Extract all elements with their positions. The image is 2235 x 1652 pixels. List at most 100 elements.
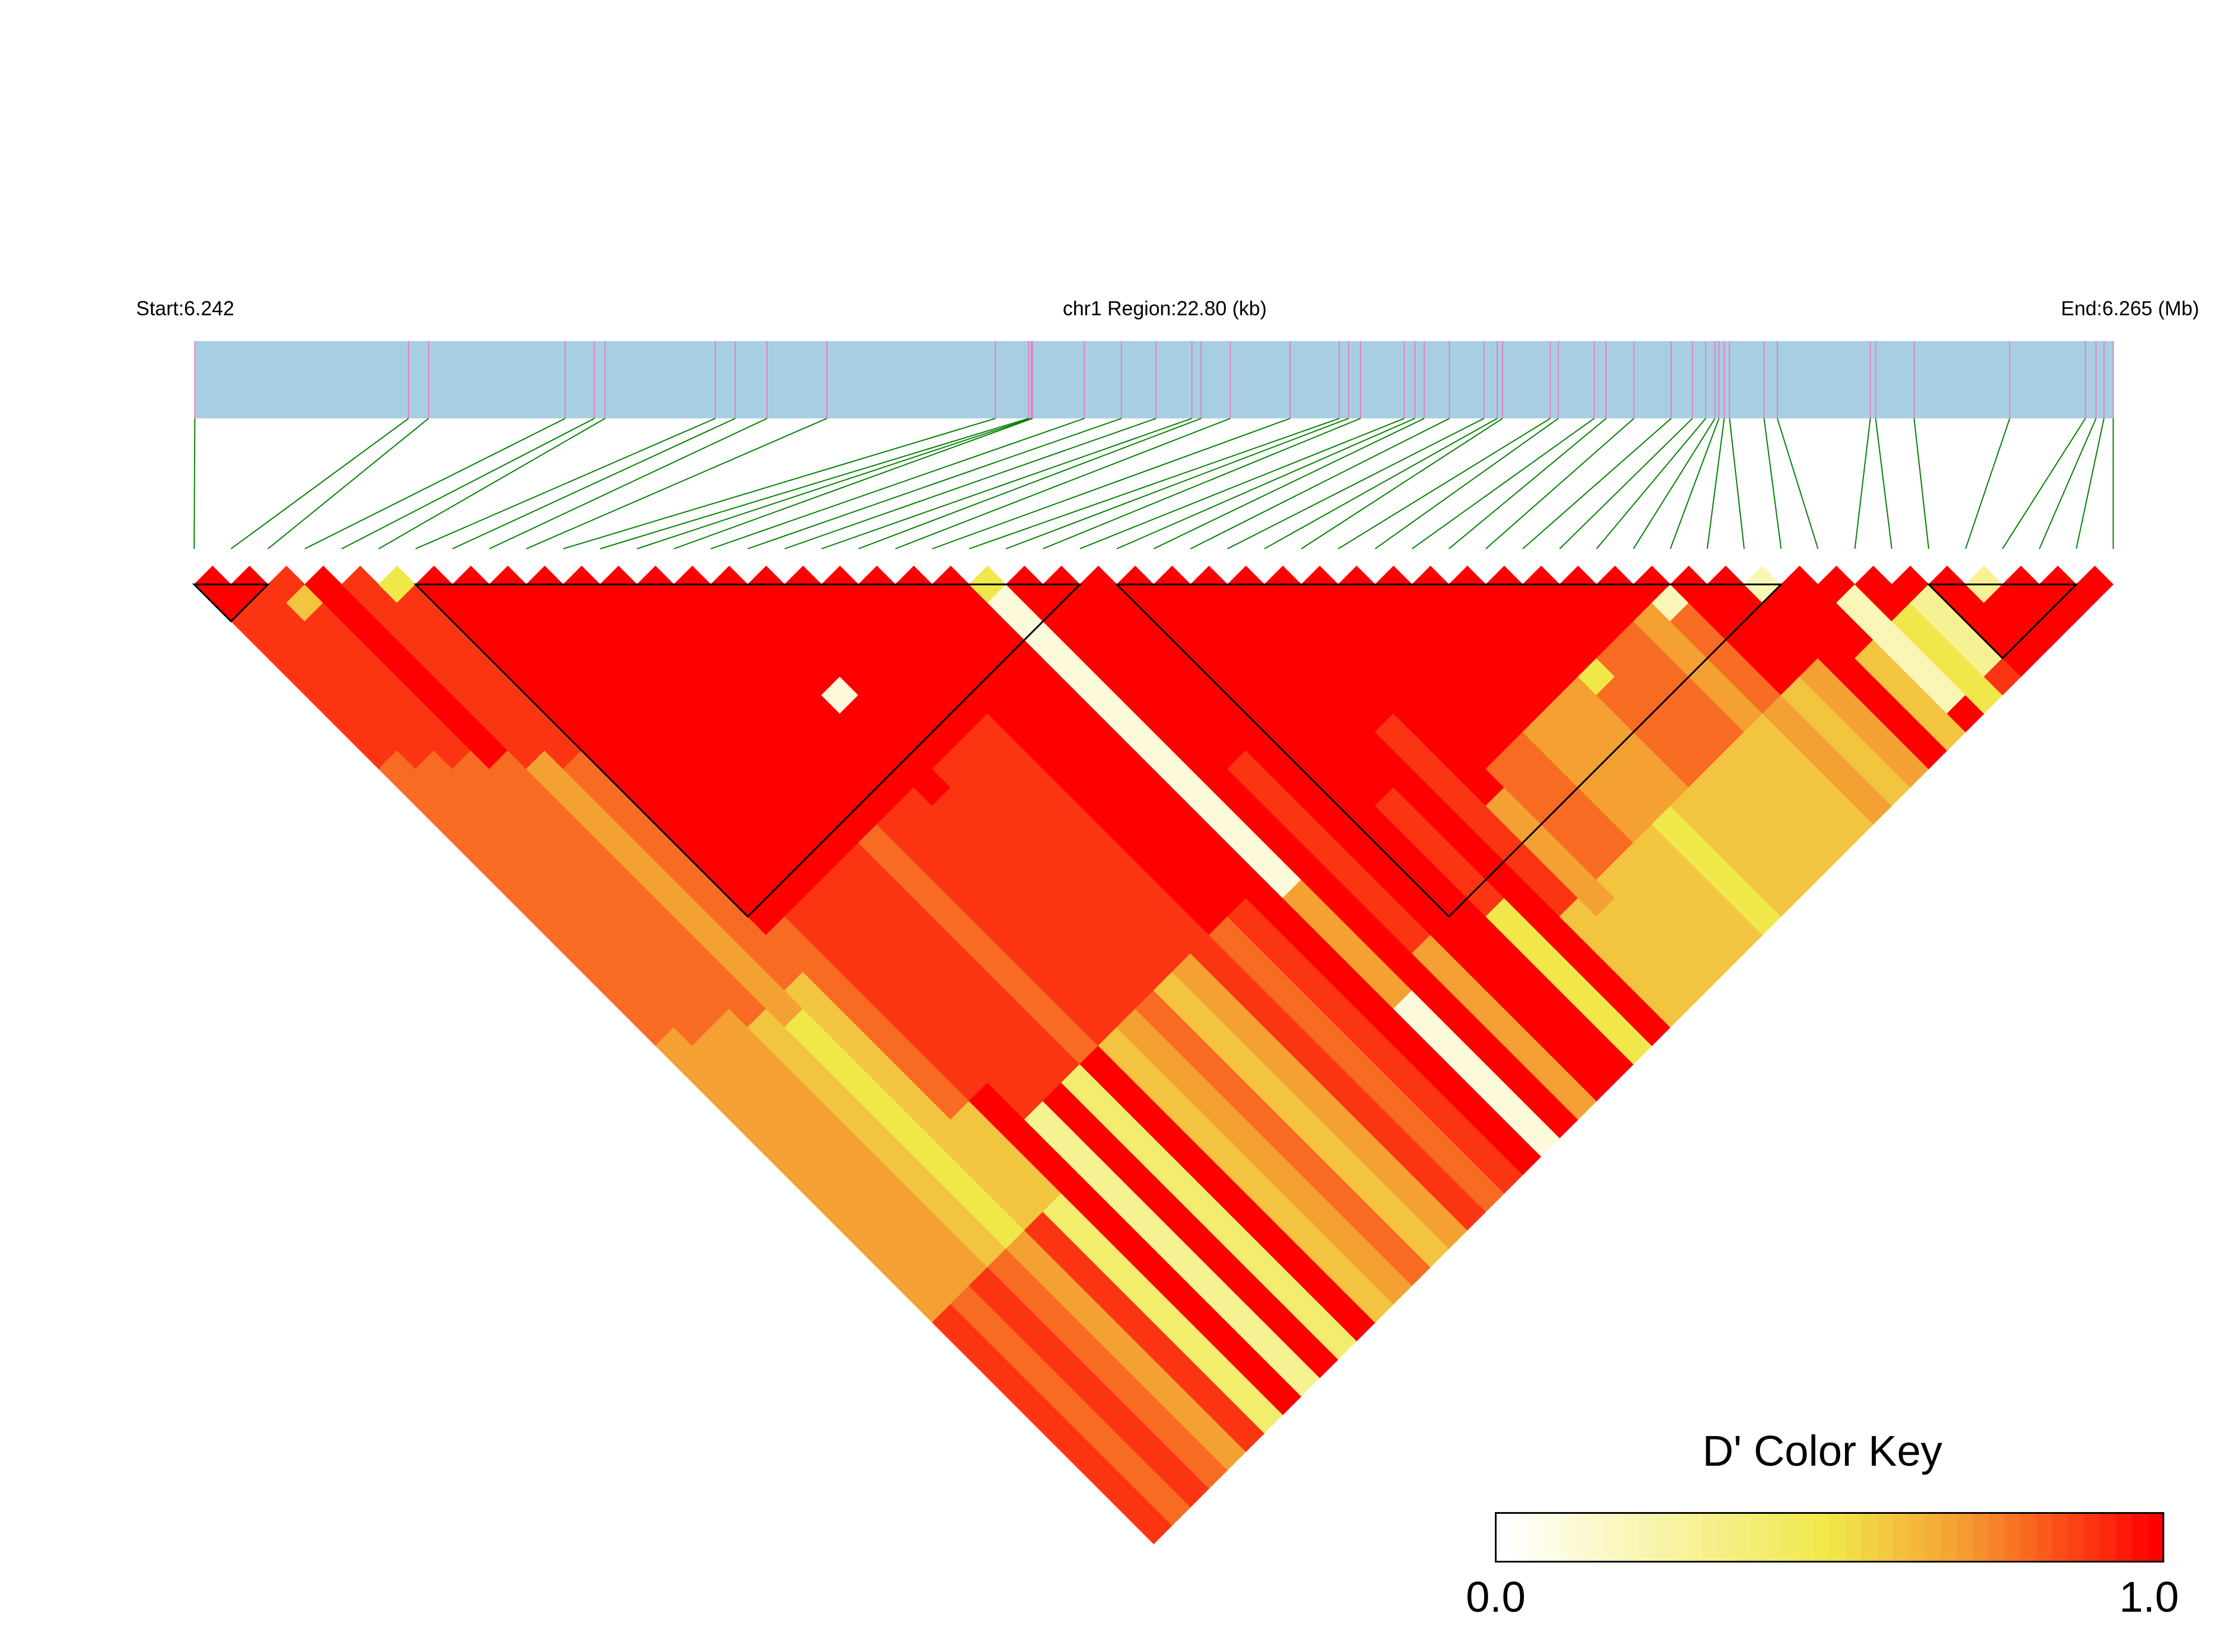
color-key-segment <box>1622 1513 1640 1562</box>
color-key-segment <box>1941 1513 1958 1562</box>
color-key-segment <box>1845 1513 1862 1562</box>
color-key-segment <box>1782 1513 1799 1562</box>
snp-connector-line <box>415 417 716 549</box>
snp-connector-line <box>1875 418 1893 549</box>
color-key-segment <box>2083 1513 2101 1562</box>
color-key-segment <box>1734 1513 1751 1562</box>
color-key-segment <box>2115 1513 2133 1562</box>
color-key-segment <box>1925 1513 1942 1562</box>
color-key-segment <box>1972 1513 1989 1562</box>
snp-connector-line <box>932 417 1291 549</box>
snp-connector-line <box>1411 418 1595 549</box>
color-key-segment <box>1829 1513 1846 1562</box>
color-key-segment <box>1591 1513 1608 1562</box>
color-key-segment <box>1813 1513 1831 1562</box>
region-end-label: End:6.265 (Mb) <box>2061 298 2199 320</box>
color-key-segment <box>1654 1513 1672 1562</box>
color-key-bar <box>1495 1513 2164 1562</box>
snp-connector-line <box>674 417 1033 549</box>
color-key-segment <box>1798 1513 1814 1562</box>
color-key-segment <box>1909 1513 1926 1562</box>
snp-connector-line <box>711 417 1085 549</box>
ld-block-outline <box>1114 583 1784 918</box>
snp-connector-line <box>1776 418 1819 549</box>
ld-cell <box>2076 566 2114 604</box>
color-key-segment <box>1575 1513 1592 1562</box>
snp-connector-line <box>600 417 1029 549</box>
color-key-segment <box>2132 1513 2148 1562</box>
genomic-region-bar <box>195 341 2114 418</box>
snp-ticks <box>194 341 2114 418</box>
color-key-segment <box>1956 1513 1974 1562</box>
snp-connector-line <box>1522 418 1672 549</box>
snp-connector-line <box>1729 418 1745 549</box>
color-key-segment <box>2052 1513 2069 1562</box>
snp-connector-line <box>1338 418 1551 549</box>
color-key-segment <box>1718 1513 1735 1562</box>
snp-connector-line <box>1913 418 1930 549</box>
snp-connector-line <box>784 417 1156 549</box>
ld-block-outline <box>192 583 270 623</box>
color-key-segment <box>2004 1513 2021 1562</box>
snp-connector-line <box>1079 417 1405 549</box>
color-key-segment <box>1543 1513 1560 1562</box>
snp-connector-line <box>1854 418 1871 549</box>
color-key-border <box>1495 1512 2165 1563</box>
ld-block-outline <box>413 583 1082 918</box>
snp-connector-line <box>895 417 1231 549</box>
snp-connector-line <box>637 417 1032 549</box>
snp-connector-line <box>1632 418 1716 549</box>
snp-connector-line <box>968 417 1340 549</box>
snp-connector-line <box>230 418 409 549</box>
snp-connector-line <box>563 417 996 549</box>
snp-connector-line <box>1669 418 1720 549</box>
region-start-label: Start:6.242 <box>136 298 234 320</box>
color-key-segment <box>1495 1513 1513 1562</box>
snp-connector-line <box>1706 418 1725 549</box>
snp-connector-line <box>341 418 595 549</box>
color-key-segment <box>1861 1513 1878 1562</box>
color-key-segment <box>1527 1513 1544 1562</box>
color-key-segment <box>2036 1513 2053 1562</box>
snp-connector-line <box>1448 418 1607 549</box>
snp-connector-line <box>489 417 768 549</box>
snp-connector-line <box>1042 417 1361 549</box>
color-key-segment <box>1893 1513 1910 1562</box>
color-key-segment <box>1607 1513 1624 1562</box>
ld-block-outlines <box>192 583 2079 918</box>
snp-connector-line <box>1190 418 1450 549</box>
color-key-segment <box>2068 1513 2085 1562</box>
snp-connector-line <box>2002 418 2086 549</box>
snp-connector-line <box>1559 418 1693 549</box>
snp-connector-line <box>304 418 566 549</box>
color-key-segment <box>1671 1513 1687 1562</box>
snp-connector-line <box>1227 418 1484 549</box>
snp-connector-line <box>1596 418 1706 549</box>
snp-connector-line <box>193 418 196 549</box>
region-label: chr1 Region:22.80 (kb) <box>1063 298 1267 320</box>
snp-connector-line <box>1301 418 1503 549</box>
color-key-segment <box>1511 1513 1528 1562</box>
color-key-segment <box>1766 1513 1783 1562</box>
color-key-segment <box>1877 1513 1894 1562</box>
color-key-title: D' Color Key <box>1702 1427 1942 1475</box>
snp-connector-line <box>1965 418 2011 549</box>
snp-connector-line <box>267 418 429 549</box>
snp-connector-line <box>1153 418 1425 549</box>
snp-connector-line <box>526 417 827 549</box>
color-key-min-label: 0.0 <box>1466 1573 1526 1621</box>
snp-connector-line <box>1375 418 1559 549</box>
color-key-segment <box>1988 1513 2005 1562</box>
color-key-segment <box>2147 1513 2164 1562</box>
color-key-segment <box>2100 1513 2116 1562</box>
color-key-segment <box>1559 1513 1576 1562</box>
snp-connector-line <box>2039 418 2097 549</box>
snp-connector-line <box>1005 417 1349 549</box>
color-key-segment <box>1639 1513 1655 1562</box>
snp-connector-line <box>1485 418 1635 549</box>
snp-connector-line <box>378 418 606 549</box>
color-key-segment <box>1750 1513 1767 1562</box>
color-key-segment <box>2020 1513 2037 1562</box>
